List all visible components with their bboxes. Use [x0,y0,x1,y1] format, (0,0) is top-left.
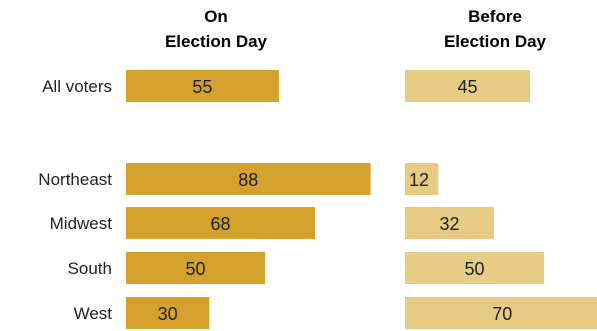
category-label-3: South [68,259,112,278]
category-label-0: All voters [42,77,112,96]
series-title-0: On Election Day [165,7,268,51]
value-label-s0-1: 88 [238,170,258,190]
category-label-2: Midwest [50,214,113,233]
value-label-s1-4: 70 [492,304,512,324]
value-label-s0-4: 30 [158,304,178,324]
value-label-s1-1: 12 [409,170,429,190]
value-label-s0-2: 68 [211,214,231,234]
series-title-1: Before Election Day [444,7,547,51]
bar-s0-0 [126,70,279,102]
bar-s1-3 [405,252,544,284]
bar-s1-4 [405,297,597,329]
bar-s0-4 [126,297,210,329]
category-label-1: Northeast [38,170,112,189]
bar-s1-1 [405,163,439,195]
value-label-s1-2: 32 [439,214,459,234]
bar-s0-2 [126,207,316,239]
bars: 55 88 68 50 30 45 12 32 50 70 [126,70,597,329]
bar-s1-2 [405,207,494,239]
bar-s1-0 [405,70,531,102]
category-label-4: West [74,304,113,323]
value-label-s0-0: 55 [192,77,212,97]
bar-s0-1 [126,163,371,195]
column-titles: On Election Day Before Election Day [165,7,547,51]
value-label-s0-3: 50 [185,259,205,279]
category-labels: All voters Northeast Midwest South West [38,77,112,323]
value-label-s1-3: 50 [464,259,484,279]
value-label-s1-0: 45 [458,77,478,97]
bar-s0-3 [126,252,265,284]
